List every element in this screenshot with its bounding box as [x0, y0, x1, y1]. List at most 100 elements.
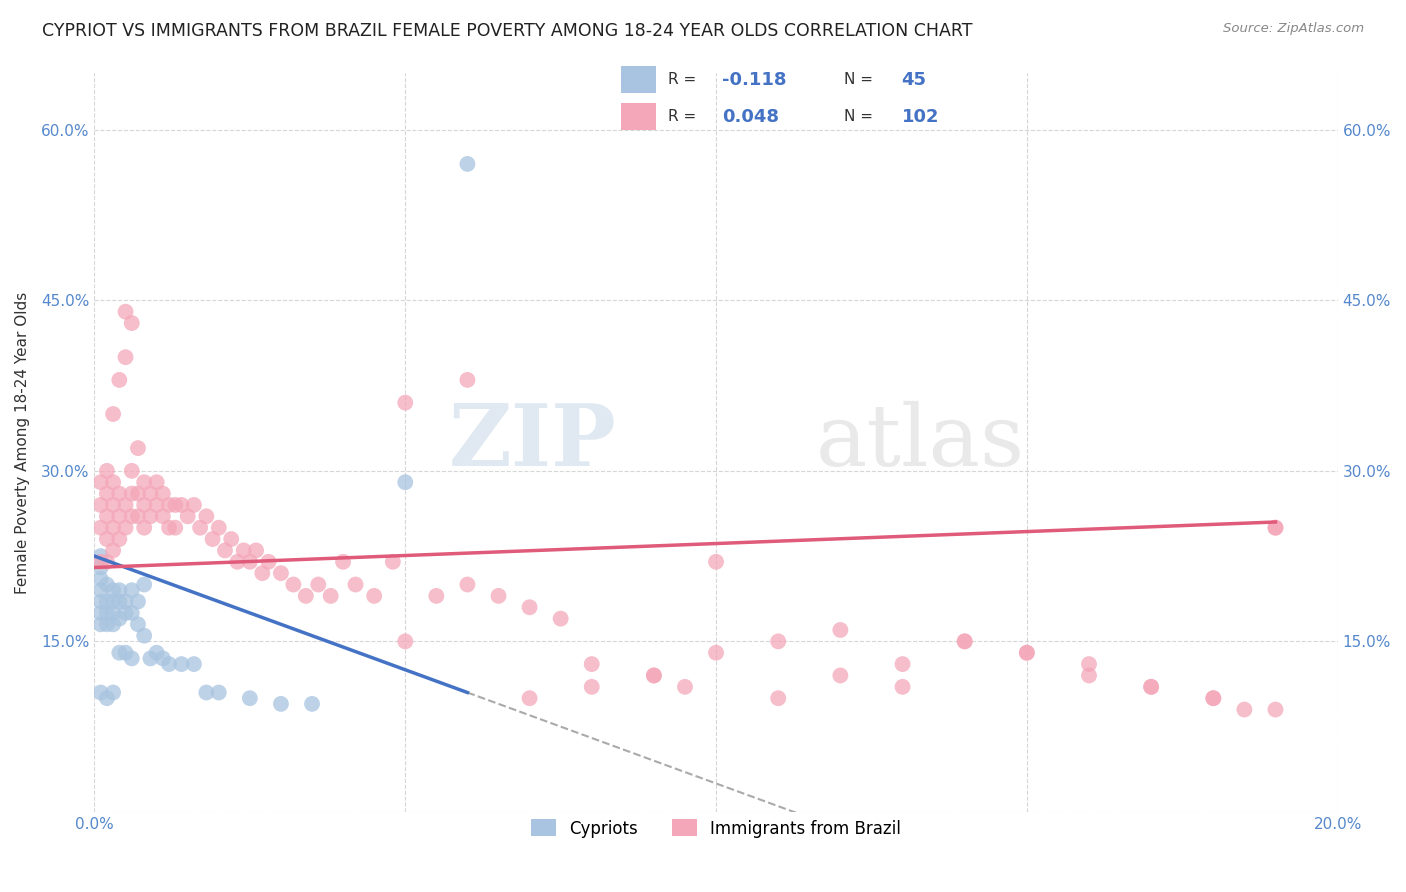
Point: [139, 509, 162, 524]
Point: [363, 589, 385, 603]
Point: [456, 577, 478, 591]
Text: 45: 45: [901, 70, 927, 88]
Point: [145, 498, 167, 512]
Point: [121, 606, 143, 620]
Point: [101, 594, 124, 608]
Point: [101, 606, 124, 620]
Point: [108, 646, 131, 660]
Point: [134, 577, 156, 591]
Point: [394, 634, 416, 648]
Point: [114, 646, 136, 660]
Text: Source: ZipAtlas.com: Source: ZipAtlas.com: [1223, 22, 1364, 36]
Point: [134, 475, 156, 490]
Point: [90, 685, 112, 699]
Point: [188, 521, 211, 535]
Point: [344, 577, 367, 591]
Point: [170, 657, 193, 672]
Point: [96, 617, 118, 632]
Point: [270, 566, 292, 581]
Point: [145, 646, 167, 660]
Text: -0.118: -0.118: [721, 70, 786, 88]
Point: [766, 691, 789, 706]
Point: [101, 407, 124, 421]
Point: [157, 657, 180, 672]
Point: [1264, 702, 1286, 716]
Point: [121, 583, 143, 598]
Point: [114, 594, 136, 608]
Point: [165, 498, 187, 512]
Point: [1015, 646, 1038, 660]
Point: [170, 498, 193, 512]
Point: [134, 498, 156, 512]
Point: [183, 498, 205, 512]
Point: [114, 606, 136, 620]
Point: [127, 509, 149, 524]
Point: [127, 594, 149, 608]
Point: [101, 685, 124, 699]
Point: [295, 589, 318, 603]
Point: [394, 395, 416, 409]
Legend: Cypriots, Immigrants from Brazil: Cypriots, Immigrants from Brazil: [524, 813, 907, 844]
Point: [1202, 691, 1225, 706]
Point: [121, 316, 143, 330]
Point: [152, 509, 174, 524]
Point: [121, 509, 143, 524]
Point: [208, 521, 231, 535]
Point: [114, 521, 136, 535]
Point: [134, 521, 156, 535]
Point: [519, 691, 541, 706]
Point: [114, 304, 136, 318]
Point: [1264, 521, 1286, 535]
Point: [101, 617, 124, 632]
FancyBboxPatch shape: [621, 103, 657, 130]
Point: [101, 583, 124, 598]
Point: [96, 532, 118, 546]
Point: [101, 475, 124, 490]
Point: [830, 623, 852, 637]
Point: [90, 572, 112, 586]
Point: [96, 606, 118, 620]
Point: [90, 475, 112, 490]
Text: atlas: atlas: [815, 401, 1025, 484]
Point: [90, 498, 112, 512]
Point: [114, 350, 136, 364]
Point: [108, 594, 131, 608]
Text: R =: R =: [668, 72, 700, 87]
Point: [201, 532, 224, 546]
Point: [127, 486, 149, 500]
Text: 102: 102: [901, 108, 939, 126]
Point: [108, 532, 131, 546]
Point: [301, 697, 323, 711]
Point: [139, 651, 162, 665]
Point: [96, 594, 118, 608]
Point: [121, 651, 143, 665]
Point: [108, 509, 131, 524]
Point: [108, 373, 131, 387]
Point: [90, 521, 112, 535]
Point: [1140, 680, 1163, 694]
Point: [96, 486, 118, 500]
Point: [127, 617, 149, 632]
Point: [165, 521, 187, 535]
Point: [214, 543, 236, 558]
Point: [139, 486, 162, 500]
Point: [208, 685, 231, 699]
Point: [766, 634, 789, 648]
Point: [704, 646, 727, 660]
Point: [488, 589, 510, 603]
Point: [891, 657, 914, 672]
Point: [252, 566, 274, 581]
Point: [830, 668, 852, 682]
Point: [1015, 646, 1038, 660]
Point: [121, 486, 143, 500]
Point: [90, 560, 112, 574]
Point: [1078, 668, 1101, 682]
Point: [96, 464, 118, 478]
Point: [257, 555, 280, 569]
Point: [1078, 657, 1101, 672]
Point: [270, 697, 292, 711]
Point: [519, 600, 541, 615]
Point: [90, 617, 112, 632]
Point: [183, 657, 205, 672]
Point: [96, 577, 118, 591]
